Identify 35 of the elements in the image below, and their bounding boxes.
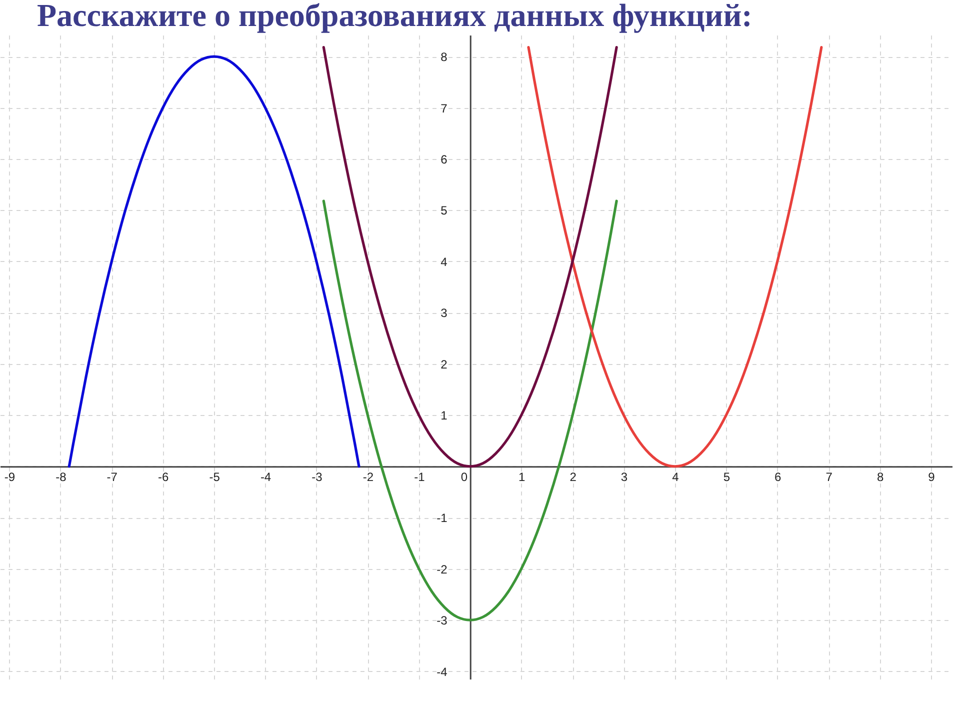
- line-series: [322, 46, 618, 468]
- x-tick-label: 1: [518, 470, 526, 484]
- x-tick-label: -8: [56, 470, 67, 484]
- x-tick-label: -4: [260, 470, 272, 484]
- x-tick-label: -2: [362, 470, 374, 484]
- y-tick-label: -1: [436, 511, 448, 526]
- y-tick-label: -2: [436, 562, 448, 576]
- y-tick-label: 2: [440, 357, 448, 372]
- x-tick-label: -1: [414, 470, 426, 484]
- y-tick-label: 8: [440, 50, 448, 64]
- x-tick-label: 5: [723, 470, 730, 484]
- y-tick-label: 6: [440, 152, 448, 166]
- x-tick-label: -7: [106, 470, 118, 484]
- line-series: [68, 55, 360, 468]
- x-tick-label: -6: [158, 470, 170, 484]
- x-tick-label: 6: [774, 470, 782, 484]
- chart-title: Расскажите о преобразованиях данных функций:: [37, 0, 752, 33]
- y-tick-label: 1: [440, 408, 448, 423]
- y-tick-label: 4: [440, 254, 448, 269]
- x-tick-label: 2: [570, 470, 577, 484]
- y-tick-label: -4: [436, 664, 448, 679]
- line-series: [527, 46, 823, 468]
- y-tick-label: -3: [436, 614, 448, 628]
- y-tick-label: 5: [440, 204, 448, 218]
- y-tick-label: 3: [440, 306, 448, 320]
- x-tick-label: 9: [928, 470, 936, 484]
- x-tick-label: -9: [4, 470, 16, 484]
- x-tick-label: 0: [460, 470, 468, 484]
- x-tick-label: 3: [620, 470, 628, 484]
- x-tick-label: 8: [876, 470, 884, 484]
- x-tick-label: 4: [672, 470, 680, 484]
- x-tick-label: -5: [209, 470, 220, 484]
- x-tick-label: -3: [312, 470, 323, 484]
- y-tick-label: 7: [440, 101, 448, 116]
- x-tick-label: 7: [826, 470, 833, 484]
